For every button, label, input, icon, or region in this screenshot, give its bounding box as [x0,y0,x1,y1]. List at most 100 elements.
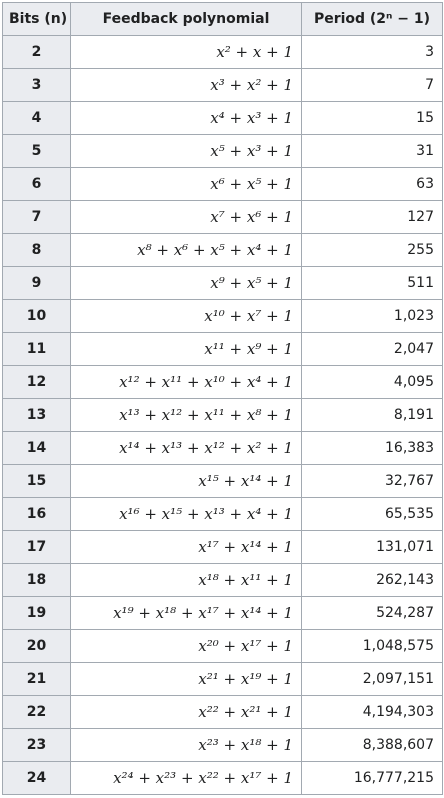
feedback-polynomial-cell: x¹³ + x¹² + x¹¹ + x⁸ + 1 [70,398,302,432]
table-row: 23 x²³ + x¹⁸ + 1 8,388,607 [2,728,443,762]
table-row: 20 x²⁰ + x¹⁷ + 1 1,048,575 [2,629,443,663]
feedback-polynomial-cell: x²² + x²¹ + 1 [70,695,302,729]
bits-cell: 16 [2,497,71,531]
period-cell: 2,047 [301,332,443,366]
table-row: 6 x⁶ + x⁵ + 1 63 [2,167,443,201]
period-cell: 65,535 [301,497,443,531]
table-row: 7 x⁷ + x⁶ + 1 127 [2,200,443,234]
header-feedback-polynomial: Feedback polynomial [70,2,302,36]
feedback-polynomial-cell: x⁴ + x³ + 1 [70,101,302,135]
bits-cell: 9 [2,266,71,300]
feedback-polynomial-cell: x³ + x² + 1 [70,68,302,102]
period-cell: 7 [301,68,443,102]
bits-cell: 19 [2,596,71,630]
feedback-polynomial-cell: x⁵ + x³ + 1 [70,134,302,168]
bits-cell: 22 [2,695,71,729]
feedback-polynomial-cell: x²⁰ + x¹⁷ + 1 [70,629,302,663]
table-row: 5 x⁵ + x³ + 1 31 [2,134,443,168]
feedback-polynomial-cell: x²³ + x¹⁸ + 1 [70,728,302,762]
bits-cell: 17 [2,530,71,564]
bits-cell: 13 [2,398,71,432]
table-row: 24 x²⁴ + x²³ + x²² + x¹⁷ + 1 16,777,215 [2,761,443,795]
bits-cell: 6 [2,167,71,201]
table-header: Bits (n) Feedback polynomial Period (2ⁿ … [2,2,443,36]
bits-cell: 11 [2,332,71,366]
feedback-polynomial-cell: x⁶ + x⁵ + 1 [70,167,302,201]
table-row: 19 x¹⁹ + x¹⁸ + x¹⁷ + x¹⁴ + 1 524,287 [2,596,443,630]
bits-cell: 4 [2,101,71,135]
bits-cell: 5 [2,134,71,168]
table-row: 4 x⁴ + x³ + 1 15 [2,101,443,135]
table-row: 18 x¹⁸ + x¹¹ + 1 262,143 [2,563,443,597]
period-cell: 8,191 [301,398,443,432]
period-cell: 4,095 [301,365,443,399]
table-row: 16 x¹⁶ + x¹⁵ + x¹³ + x⁴ + 1 65,535 [2,497,443,531]
period-cell: 32,767 [301,464,443,498]
table-body: 2 x² + x + 1 3 3 x³ + x² + 1 7 4 x⁴ + x³ + 1 15 5… [2,35,443,795]
feedback-polynomial-cell: x¹² + x¹¹ + x¹⁰ + x⁴ + 1 [70,365,302,399]
period-cell: 8,388,607 [301,728,443,762]
period-cell: 255 [301,233,443,267]
period-cell: 2,097,151 [301,662,443,696]
period-cell: 31 [301,134,443,168]
period-cell: 4,194,303 [301,695,443,729]
period-cell: 127 [301,200,443,234]
table-row: 17 x¹⁷ + x¹⁴ + 1 131,071 [2,530,443,564]
bits-cell: 20 [2,629,71,663]
feedback-polynomial-cell: x¹⁹ + x¹⁸ + x¹⁷ + x¹⁴ + 1 [70,596,302,630]
bits-cell: 23 [2,728,71,762]
feedback-polynomial-cell: x¹⁰ + x⁷ + 1 [70,299,302,333]
table-row: 8 x⁸ + x⁶ + x⁵ + x⁴ + 1 255 [2,233,443,267]
feedback-polynomial-cell: x¹⁷ + x¹⁴ + 1 [70,530,302,564]
feedback-polynomial-cell: x¹¹ + x⁹ + 1 [70,332,302,366]
bits-cell: 7 [2,200,71,234]
table-row: 21 x²¹ + x¹⁹ + 1 2,097,151 [2,662,443,696]
bits-cell: 2 [2,35,71,69]
bits-cell: 15 [2,464,71,498]
bits-cell: 8 [2,233,71,267]
table-row: 15 x¹⁵ + x¹⁴ + 1 32,767 [2,464,443,498]
bits-cell: 14 [2,431,71,465]
feedback-polynomial-cell: x⁹ + x⁵ + 1 [70,266,302,300]
feedback-polynomial-cell: x²¹ + x¹⁹ + 1 [70,662,302,696]
feedback-polynomial-cell: x⁸ + x⁶ + x⁵ + x⁴ + 1 [70,233,302,267]
period-cell: 16,777,215 [301,761,443,795]
bits-cell: 10 [2,299,71,333]
period-cell: 16,383 [301,431,443,465]
bits-cell: 24 [2,761,71,795]
period-cell: 63 [301,167,443,201]
period-cell: 131,071 [301,530,443,564]
header-period: Period (2ⁿ − 1) [301,2,443,36]
table-row: 22 x²² + x²¹ + 1 4,194,303 [2,695,443,729]
feedback-polynomial-cell: x¹⁵ + x¹⁴ + 1 [70,464,302,498]
period-cell: 1,023 [301,299,443,333]
feedback-polynomial-cell: x¹⁶ + x¹⁵ + x¹³ + x⁴ + 1 [70,497,302,531]
period-cell: 1,048,575 [301,629,443,663]
period-cell: 3 [301,35,443,69]
header-row: Bits (n) Feedback polynomial Period (2ⁿ … [2,2,443,36]
bits-cell: 3 [2,68,71,102]
period-cell: 15 [301,101,443,135]
feedback-polynomial-cell: x²⁴ + x²³ + x²² + x¹⁷ + 1 [70,761,302,795]
table-row: 12 x¹² + x¹¹ + x¹⁰ + x⁴ + 1 4,095 [2,365,443,399]
table-row: 11 x¹¹ + x⁹ + 1 2,047 [2,332,443,366]
table-row: 10 x¹⁰ + x⁷ + 1 1,023 [2,299,443,333]
period-cell: 511 [301,266,443,300]
bits-cell: 12 [2,365,71,399]
feedback-polynomial-cell: x¹⁸ + x¹¹ + 1 [70,563,302,597]
feedback-polynomial-cell: x⁷ + x⁶ + 1 [70,200,302,234]
bits-cell: 21 [2,662,71,696]
feedback-polynomial-cell: x¹⁴ + x¹³ + x¹² + x² + 1 [70,431,302,465]
table-row: 14 x¹⁴ + x¹³ + x¹² + x² + 1 16,383 [2,431,443,465]
table-row: 13 x¹³ + x¹² + x¹¹ + x⁸ + 1 8,191 [2,398,443,432]
feedback-polynomial-cell: x² + x + 1 [70,35,302,69]
period-cell: 524,287 [301,596,443,630]
table-row: 9 x⁹ + x⁵ + 1 511 [2,266,443,300]
bits-cell: 18 [2,563,71,597]
period-cell: 262,143 [301,563,443,597]
header-bits: Bits (n) [2,2,71,36]
